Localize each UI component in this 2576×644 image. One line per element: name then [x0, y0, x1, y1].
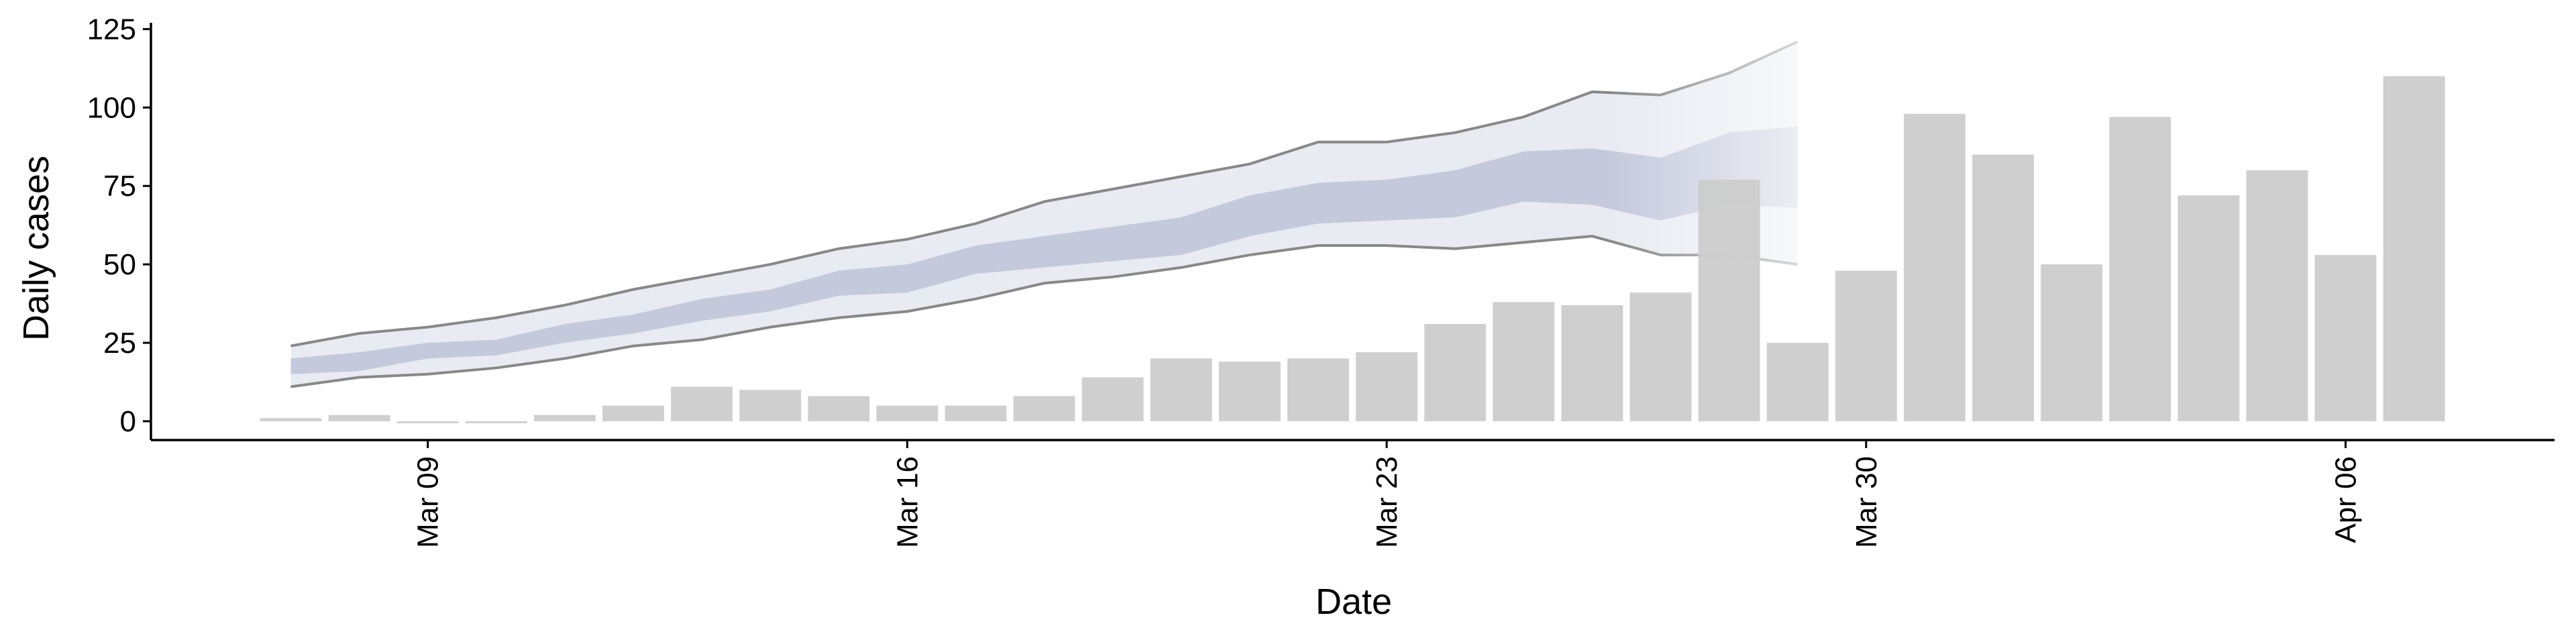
bar — [2109, 117, 2171, 421]
bar — [1081, 377, 1144, 421]
bar — [2246, 170, 2308, 421]
x-tick-label: Mar 30 — [1850, 456, 1883, 548]
bar — [2178, 195, 2240, 421]
bar — [1835, 270, 1897, 421]
bar — [1493, 302, 1555, 421]
bar — [602, 405, 664, 421]
band-area — [290, 126, 1798, 374]
bar — [396, 421, 459, 423]
bar — [739, 390, 802, 421]
y-tick-label: 0 — [120, 405, 136, 438]
y-tick-label: 50 — [103, 248, 136, 281]
x-axis-title: Date — [1316, 582, 1392, 622]
bar — [2314, 255, 2377, 421]
y-axis-title: Daily cases — [16, 156, 56, 341]
bar — [465, 421, 527, 423]
y-tick-label: 75 — [103, 170, 136, 203]
x-tick-label: Mar 23 — [1371, 456, 1403, 548]
x-tick-label: Mar 16 — [891, 456, 924, 548]
bar — [876, 405, 938, 421]
bar — [2383, 76, 2445, 421]
bar — [1424, 323, 1487, 421]
bar — [1287, 358, 1349, 421]
x-tick-label: Apr 06 — [2330, 456, 2363, 543]
bar — [1218, 362, 1281, 421]
bar — [808, 396, 870, 421]
bar — [260, 418, 322, 421]
y-tick-label: 25 — [103, 327, 136, 360]
bar — [328, 415, 390, 421]
y-tick-label: 125 — [87, 13, 136, 46]
band-area — [290, 42, 1798, 387]
band-upper-line — [290, 40, 1799, 347]
bar — [1356, 352, 1418, 421]
bar — [2041, 264, 2103, 421]
bar — [1903, 113, 1966, 421]
bar — [533, 415, 596, 421]
x-tick-label: Mar 09 — [412, 456, 445, 548]
bar — [1013, 396, 1075, 421]
bar — [1972, 154, 2034, 421]
bar — [1150, 358, 1212, 421]
bar — [1698, 179, 1760, 421]
bar — [945, 405, 1007, 421]
band-group — [290, 40, 1799, 388]
bar — [671, 386, 733, 421]
bar — [1561, 305, 1623, 421]
bar — [1629, 292, 1692, 421]
bar — [1766, 343, 1829, 421]
y-tick-label: 100 — [87, 91, 136, 124]
band-lower-line — [290, 234, 1798, 388]
